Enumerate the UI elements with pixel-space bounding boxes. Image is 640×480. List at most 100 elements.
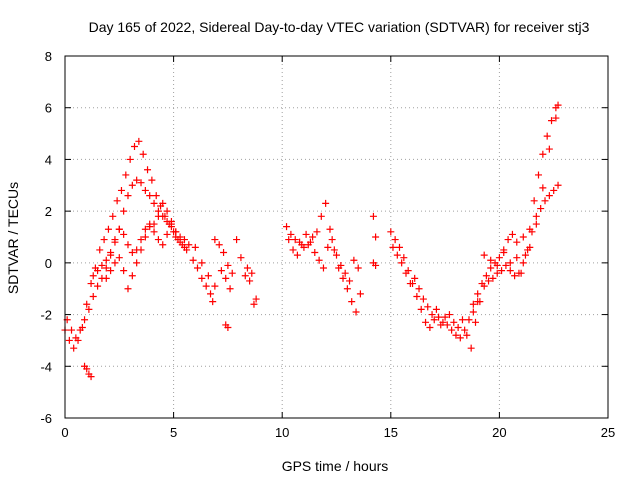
data-point: [159, 199, 167, 207]
axis-ticks: 0 5 10 15 20 25 -6 -4 -2 0 2 4 6 8: [40, 49, 615, 440]
data-point: [456, 334, 464, 342]
data-point: [81, 316, 89, 324]
data-point: [224, 261, 232, 269]
data-point: [133, 259, 141, 267]
data-point: [98, 261, 106, 269]
data-point: [128, 249, 136, 257]
data-point: [163, 230, 171, 238]
series-track-h: [369, 212, 380, 269]
data-point: [415, 285, 423, 293]
data-point: [352, 308, 360, 316]
data-point: [217, 267, 225, 275]
data-point: [104, 225, 112, 233]
y-tick-label: 4: [45, 152, 52, 167]
series-track-c: [81, 217, 188, 381]
data-point: [122, 171, 130, 179]
data-point: [100, 236, 108, 244]
data-point: [154, 236, 162, 244]
data-point: [72, 334, 80, 342]
data-point: [539, 150, 547, 158]
data-point: [502, 261, 510, 269]
data-point: [493, 261, 501, 269]
data-point: [94, 267, 102, 275]
data-point: [328, 236, 336, 244]
data-point: [113, 197, 121, 205]
data-point: [511, 272, 519, 280]
series-track-l: [472, 181, 562, 326]
data-point: [350, 256, 358, 264]
data-point: [417, 305, 425, 313]
data-point: [487, 264, 495, 272]
data-point: [150, 220, 158, 228]
data-point: [287, 230, 295, 238]
data-point: [333, 251, 340, 259]
data-point: [543, 132, 551, 140]
data-point: [102, 274, 110, 282]
data-point: [124, 241, 132, 249]
data-point: [387, 228, 395, 236]
data-point: [395, 243, 403, 251]
data-point: [428, 311, 436, 319]
data-point: [476, 298, 484, 306]
data-point: [163, 207, 171, 215]
data-point: [461, 326, 469, 334]
data-point: [474, 290, 482, 298]
data-point: [124, 192, 132, 200]
data-point: [146, 223, 154, 231]
data-point: [224, 324, 232, 331]
data-point: [317, 212, 325, 220]
x-tick-label: 25: [601, 425, 615, 440]
x-tick-label: 15: [384, 425, 398, 440]
data-point: [519, 259, 527, 267]
data-point: [426, 324, 434, 331]
chart-title: Day 165 of 2022, Sidereal Day-to-day VTE…: [89, 19, 590, 35]
data-point: [448, 326, 456, 334]
data-point: [513, 254, 521, 262]
data-point: [87, 373, 95, 381]
data-point: [115, 225, 123, 233]
data-point: [337, 261, 345, 269]
data-point: [372, 233, 380, 241]
data-point: [489, 274, 497, 282]
data-point: [283, 223, 291, 231]
data-point: [107, 249, 115, 257]
series-track-g: [285, 230, 362, 285]
data-point: [87, 280, 95, 288]
data-point: [198, 274, 206, 282]
data-point: [150, 228, 158, 236]
data-point: [246, 277, 254, 285]
x-tick-label: 5: [170, 425, 177, 440]
data-point: [180, 243, 188, 251]
data-point: [413, 292, 421, 300]
data-point: [137, 246, 145, 254]
data-point: [506, 259, 514, 267]
plot-frame: [64, 55, 609, 419]
data-point: [139, 150, 147, 158]
data-point: [372, 261, 380, 269]
data-point: [141, 186, 149, 194]
data-point: [252, 295, 260, 303]
data-point: [159, 241, 167, 249]
data-point: [128, 272, 136, 280]
series-track-f: [283, 199, 364, 316]
data-point: [250, 300, 258, 308]
data-point: [339, 274, 347, 282]
data-point: [152, 192, 160, 200]
data-point: [172, 233, 180, 241]
data-point: [306, 238, 314, 246]
data-point: [422, 318, 430, 326]
data-point: [191, 243, 199, 251]
data-point: [326, 225, 334, 233]
data-point: [495, 254, 503, 262]
data-point: [102, 264, 110, 272]
data-point: [237, 254, 245, 262]
data-point: [115, 254, 123, 262]
data-point: [554, 101, 562, 109]
data-point: [176, 238, 184, 246]
data-point: [109, 212, 117, 220]
data-point: [554, 181, 562, 189]
x-axis-label: GPS time / hours: [282, 458, 389, 474]
data-point: [411, 274, 419, 282]
data-point: [435, 313, 443, 321]
series-track-b: [63, 176, 193, 342]
